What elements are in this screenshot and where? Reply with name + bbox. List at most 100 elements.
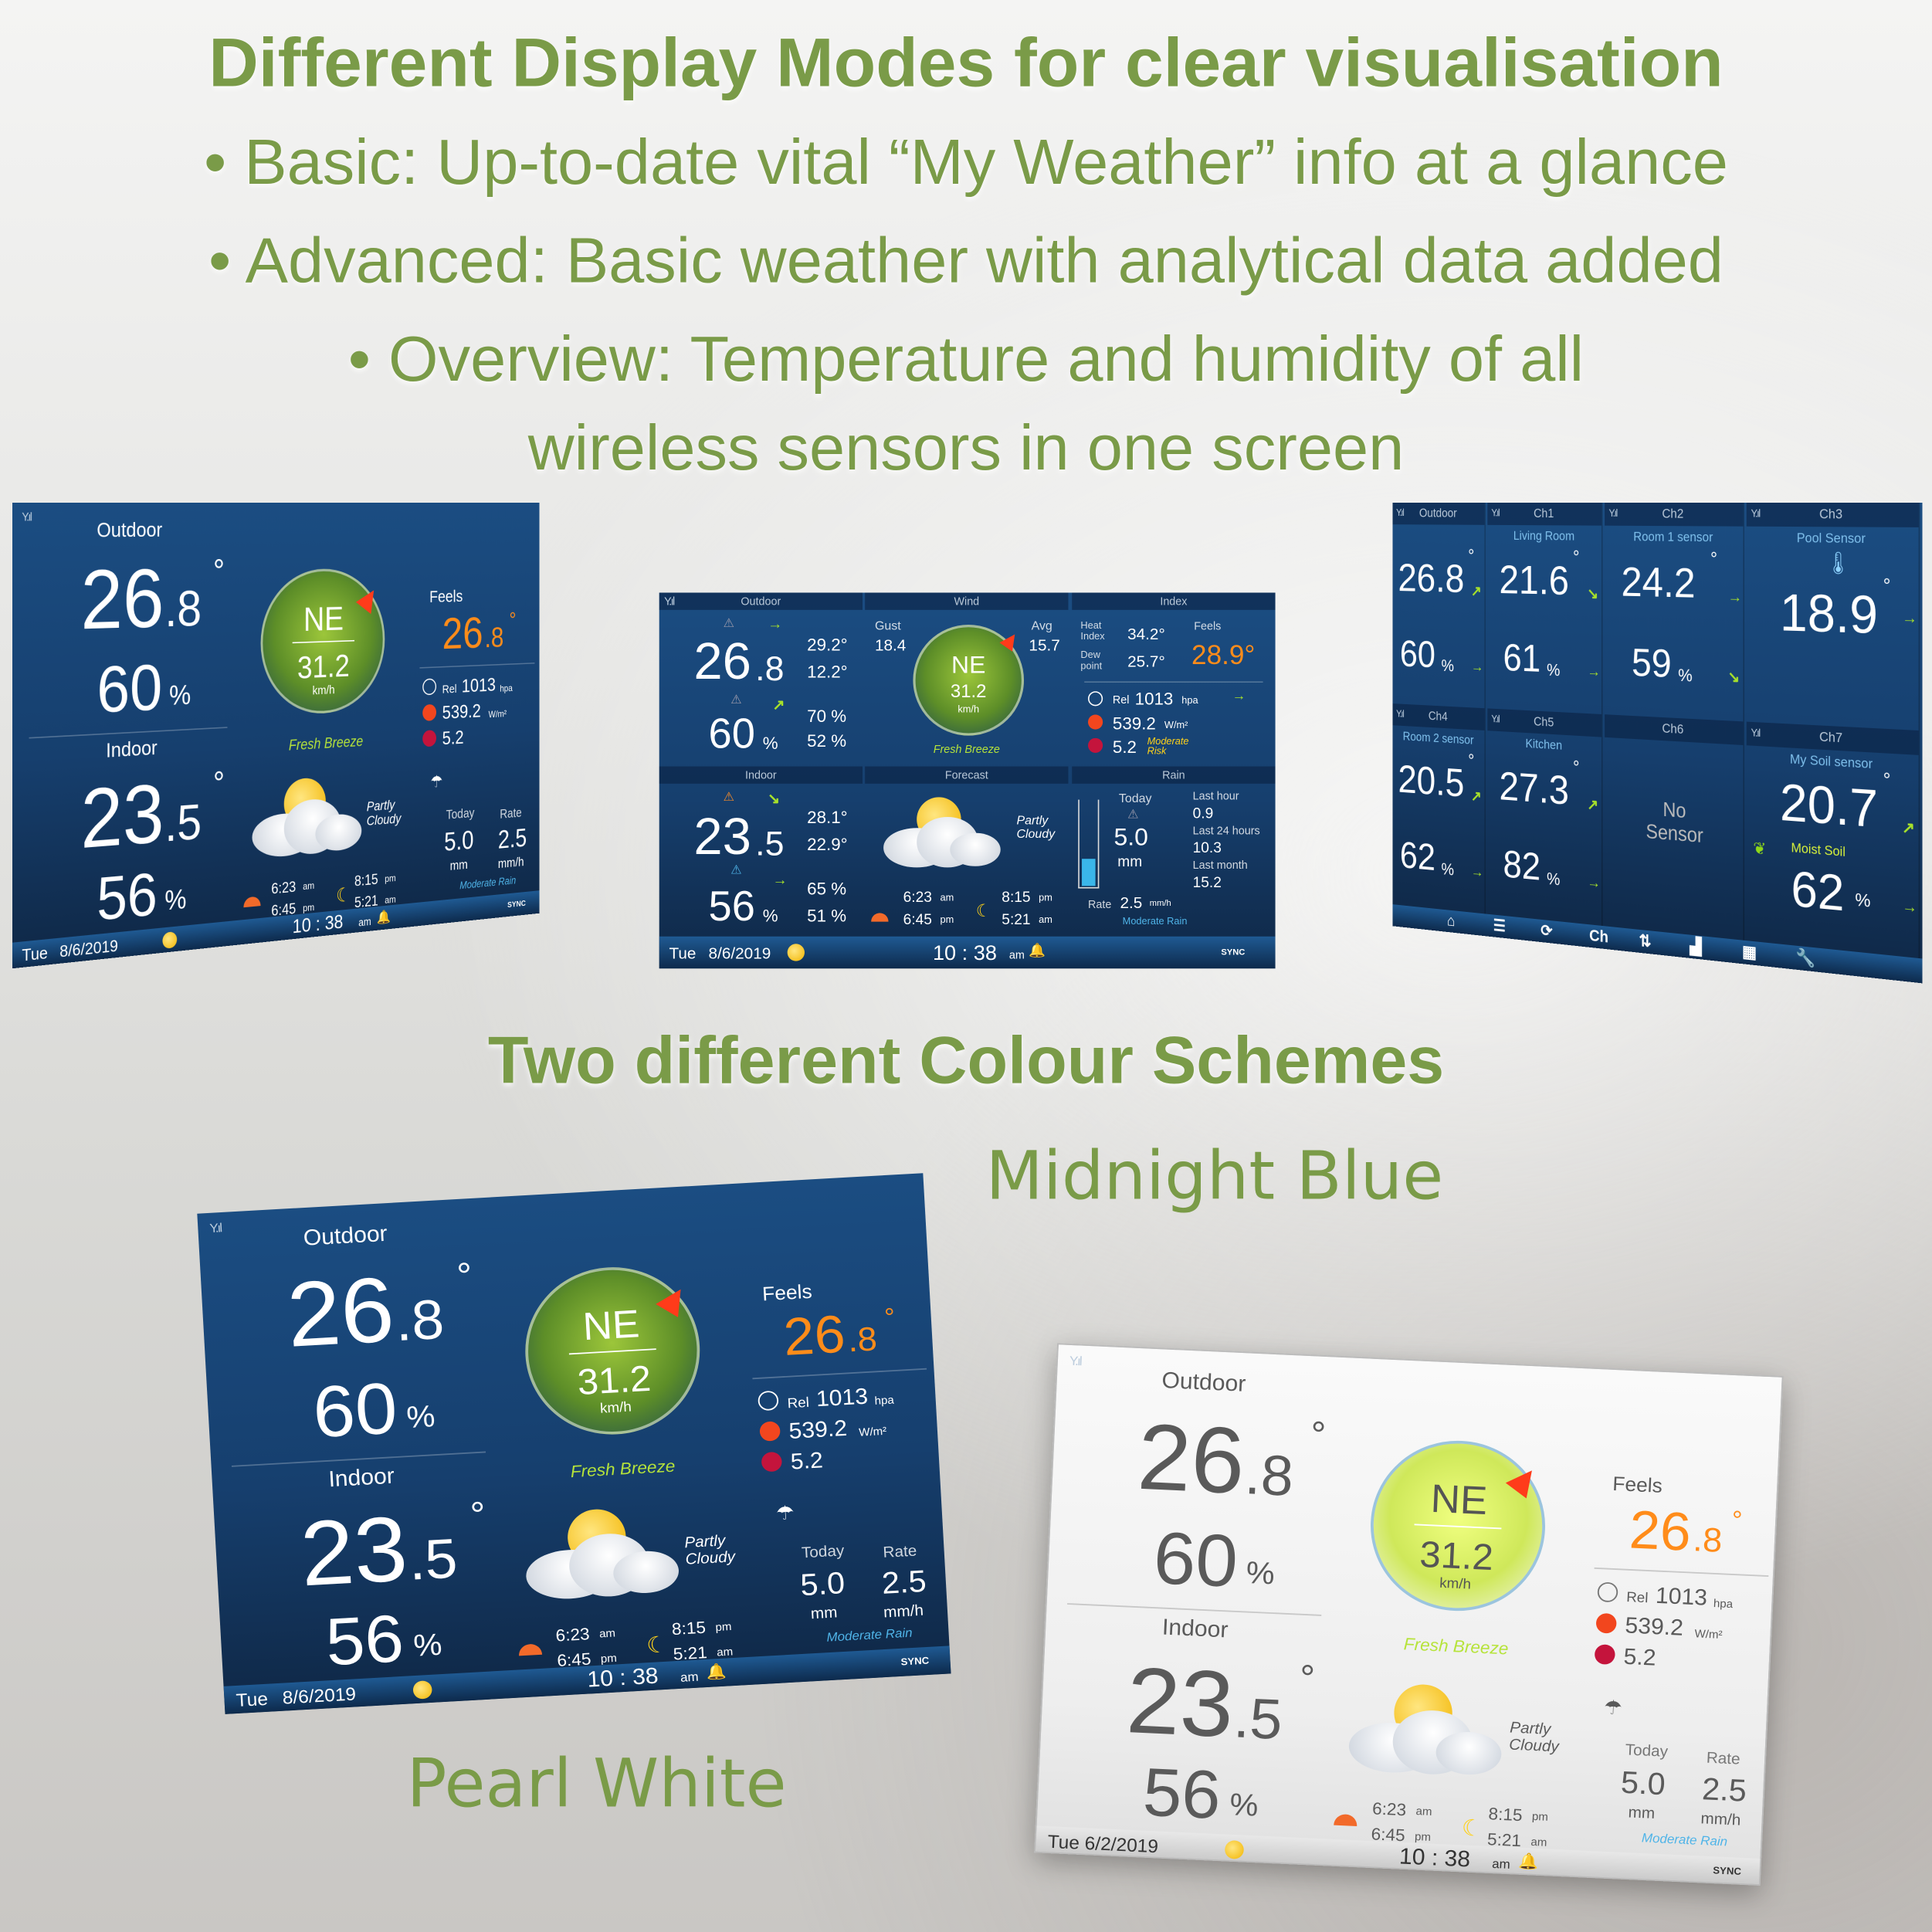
sensor-channel-tile[interactable]: Ch3 Y.ıl Pool Sensor 🌡 18.9 ° → [1747,503,1920,730]
ampm: am [1530,1835,1547,1849]
rain-today: 5.0 [1114,825,1148,853]
outdoor-temp-min: 12.2° [807,662,847,682]
sensor-name: Pool Sensor [1747,531,1919,547]
headline-title: Different Display Modes for clear visual… [0,25,1932,100]
sensor-channel-tile[interactable]: Ch1 Y.ıl Living Room 21.6 ° ↘ 61% → [1487,503,1602,714]
pearl-white-screen: Y.ıl Outdoor 26.8 ° 60% Indoor 23.5 ° 56% NE 31.2 k… [1034,1343,1783,1886]
pct: % [1442,656,1454,676]
sensor-humidity: 62 [1791,860,1844,923]
deg: ° [1299,1656,1316,1701]
sensor-channel-tile[interactable]: Ch6 No Sensor [1605,714,1744,941]
rain-today-label: Today [1625,1742,1668,1761]
sensor-channel-tile[interactable]: Ch2 Y.ıl Room 1 sensor 24.2 ° → 59% ↘ [1605,503,1744,721]
toolbar-2-button[interactable]: ⟳ [1541,920,1552,941]
toolbar-1-button[interactable]: ☰ [1493,916,1506,936]
toolbar-4-button[interactable]: ⇅ [1639,930,1652,951]
divider [232,1452,486,1467]
sensor-humidity: 59 [1632,641,1672,687]
solar-unit: W/m² [859,1425,887,1439]
rain-today: 5.0 [444,825,473,858]
deg: ° [213,552,225,591]
trend-arrow-icon: → [1902,897,1917,917]
toolbar-6-button[interactable]: ▦ [1742,941,1757,963]
sunset-time: 6:45 [903,910,932,927]
sensor-channel-tile[interactable]: Ch5 Y.ıl Kitchen 27.3 ° ↗ 82% → [1487,708,1602,926]
rain-today-label: Today [801,1543,844,1562]
sensor-temp: 26.8 [1398,555,1464,602]
last-month: 15.2 [1193,873,1222,890]
uv-icon [761,1452,782,1473]
sensor-channel-tile[interactable]: Outdoor Y.ıl 26.8 ° ↗ 60% → [1392,503,1486,708]
sensor-temp: 18.9 [1780,584,1878,646]
pct: % [169,679,191,712]
pressure: 1013 [1655,1585,1707,1612]
indoor-label: Indoor [328,1465,395,1493]
warning-icon: ⚠ [1127,808,1138,822]
toolbar-3-button[interactable]: Ch [1589,926,1608,946]
indoor-humidity: 56 [709,883,755,931]
ampm: am [1415,1805,1432,1818]
moonrise-time: 8:15 [1002,888,1030,905]
indoor-temp-int: 23 [297,1495,410,1607]
advanced-mode-screen: Outdoor Wind Index Indoor Forecast Rain Y.ıl ⚠ →… [659,593,1276,969]
uv: 5.2 [790,1449,824,1476]
sensor-name: Living Room [1487,530,1602,544]
deg: ° [1883,576,1891,598]
trend-arrow-icon: ↗ [1471,582,1482,600]
divider [419,663,534,669]
pressure-prefix: Rel [1113,693,1130,706]
pct: % [164,883,186,918]
sensor-channel-tile[interactable]: Ch7 Y.ıl My Soil sensor 20.7 ° ↗ ❦ Moist Soil 62… [1747,722,1920,959]
rate-label: Rate [1706,1750,1740,1768]
ampm: am [717,1646,734,1659]
sunrise-icon [518,1643,542,1656]
indoor-temp-dec: .5 [1232,1687,1283,1753]
sensor-channel-tile[interactable]: Ch4 Y.ıl Room 2 sensor 20.5 ° ↗ 62% → [1392,703,1486,913]
channel-header: Ch3 [1747,503,1919,527]
status-bar: Tue 8/6/2019 10 : 38 am 🔔 SYNC [659,937,1276,968]
ampm: pm [1039,892,1052,903]
ampm: am [1492,1856,1510,1871]
solar: 539.2 [1113,713,1156,734]
outdoor-temp-dec: .8 [394,1290,446,1355]
deg: ° [1573,548,1579,569]
moonrise-time: 8:15 [1488,1804,1523,1825]
trend-arrow-icon: → [1587,663,1600,680]
pct: % [1442,860,1454,880]
avg-label: Avg [1032,620,1052,634]
uv: 5.2 [1113,737,1137,757]
pct: % [1547,869,1560,890]
sun-indicator-icon [1225,1840,1245,1859]
signal-icon: Y.ıl [664,595,674,608]
deg: ° [1573,758,1579,779]
channel-header: Ch5 [1487,708,1602,737]
indoor-humidity: 56 [97,861,157,936]
sunrise-icon [1334,1814,1357,1826]
outdoor-hum-min: 52 % [807,730,846,751]
sensor-humidity: 61 [1503,636,1541,682]
wind-speed: 31.2 [916,681,1022,702]
pearl-white-label: Pearl White [407,1747,787,1821]
sync-label: SYNC [1713,1866,1741,1877]
signal-icon: Y.ıl [22,510,31,524]
trend-arrow-icon: → [1587,873,1600,892]
toolbar-7-button[interactable]: 🔧 [1795,947,1815,969]
solar-icon [1595,1613,1616,1634]
deg: ° [1731,1506,1743,1536]
feels-label: Feels [429,586,463,605]
outdoor-temp-dec: .8 [1243,1444,1294,1510]
sunrise-time: 6:23 [903,888,932,905]
sensor-name: Room 2 sensor [1392,730,1484,748]
wind-unit: km/h [916,703,1022,714]
section-header: Wind [865,593,1068,610]
uv-icon [1088,738,1103,753]
sensor-temp: 21.6 [1499,556,1568,605]
sensor-humidity: 82 [1503,843,1541,890]
day: Tue [669,944,696,962]
trend-arrow-icon: → [1471,658,1483,675]
divider [29,727,228,738]
wind-description: Fresh Breeze [239,730,410,758]
toolbar-5-button[interactable]: ▟ [1690,936,1701,957]
rain-description: Moderate Rain [1123,916,1188,927]
toolbar-0-button[interactable]: ⌂ [1447,911,1455,930]
